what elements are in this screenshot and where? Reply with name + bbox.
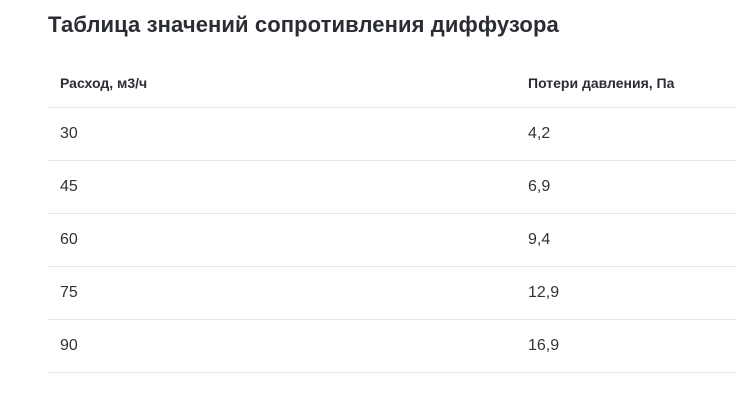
flow-cell: 60 (48, 213, 516, 267)
pressure-cell: 16,9 (516, 319, 736, 373)
table-row: 45 6,9 (48, 160, 736, 214)
flow-cell: 30 (48, 107, 516, 161)
flow-cell: 90 (48, 319, 516, 373)
table-row: 30 4,2 (48, 107, 736, 161)
table-header-row: Расход, м3/ч Потери давления, Па (48, 58, 736, 108)
diffuser-resistance-table: Расход, м3/ч Потери давления, Па 30 4,2 … (48, 58, 736, 373)
column-header-flow: Расход, м3/ч (48, 58, 516, 108)
diffuser-resistance-section: Таблица значений сопротивления диффузора… (48, 12, 736, 373)
table-row: 60 9,4 (48, 213, 736, 267)
pressure-cell: 12,9 (516, 266, 736, 320)
table-row: 90 16,9 (48, 319, 736, 373)
table-row: 75 12,9 (48, 266, 736, 320)
pressure-cell: 4,2 (516, 107, 736, 161)
page-title: Таблица значений сопротивления диффузора (48, 12, 559, 37)
pressure-cell: 9,4 (516, 213, 736, 267)
pressure-cell: 6,9 (516, 160, 736, 214)
column-header-pressure: Потери давления, Па (516, 58, 736, 108)
flow-cell: 75 (48, 266, 516, 320)
flow-cell: 45 (48, 160, 516, 214)
